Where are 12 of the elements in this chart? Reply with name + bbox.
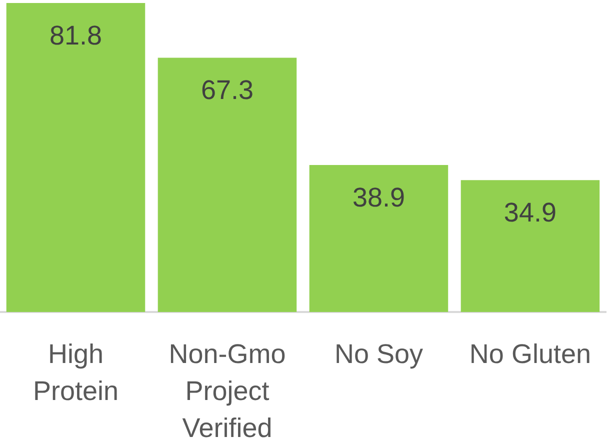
- x-tick-label: No Gluten: [469, 338, 592, 369]
- data-label: 67.3: [200, 75, 254, 106]
- data-label: 38.9: [352, 182, 406, 213]
- bar: [6, 3, 146, 312]
- data-label: 34.9: [504, 198, 556, 228]
- x-tick-label: No Soy: [334, 338, 424, 369]
- bar: [460, 180, 600, 312]
- x-tick-label: Non-Gmo Project Verified: [168, 338, 286, 443]
- bar: [158, 58, 297, 312]
- bar: [309, 165, 448, 312]
- x-tick-label: High Protein: [32, 338, 119, 406]
- data-label: 81.8: [49, 20, 102, 50]
